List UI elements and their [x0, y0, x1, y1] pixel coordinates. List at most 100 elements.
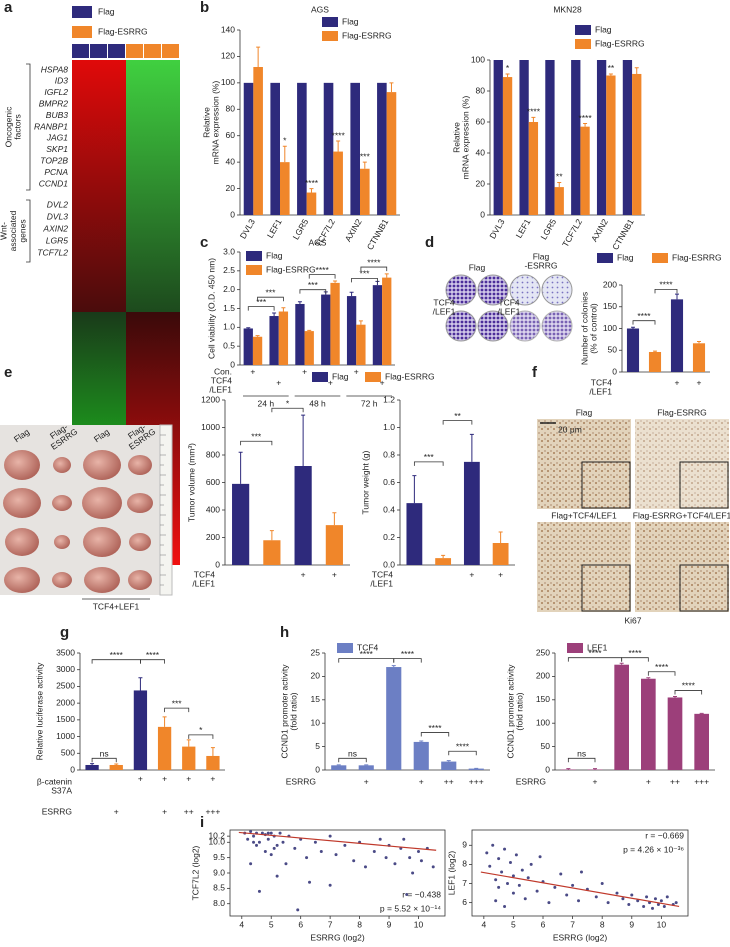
x-tick-label: CTNNB1 [365, 217, 391, 252]
bracket [567, 757, 596, 763]
y-tick-label: 8.0 [213, 898, 225, 908]
bracket [308, 274, 336, 279]
x-row-mark: + [364, 776, 369, 786]
gene-label: SKP1 [46, 144, 68, 154]
bar [528, 122, 539, 215]
y-tick-label: 0 [215, 559, 220, 569]
x-row-mark: + [138, 773, 143, 783]
point [514, 853, 518, 857]
y-axis-label: RelativemRNA expression (%) [202, 81, 221, 165]
point [503, 847, 507, 851]
point [553, 885, 557, 889]
tumor [128, 455, 152, 475]
x-tick-label: AXIN2 [589, 217, 610, 244]
panel-label: f [532, 364, 538, 381]
bar [519, 60, 529, 215]
error-bar [333, 280, 338, 283]
error-bar [309, 188, 314, 193]
bar [350, 82, 360, 215]
y-tick-label: 0 [230, 359, 235, 369]
error-bar [653, 350, 657, 352]
point [500, 870, 504, 874]
point [405, 893, 409, 896]
y-tick-label: 200 [603, 279, 617, 289]
legend-swatch [575, 25, 591, 35]
bracket-label: **** [682, 681, 696, 691]
bracket [91, 757, 117, 763]
bar [641, 678, 656, 770]
point [662, 904, 666, 908]
y-tick-label: 0.2 [383, 532, 395, 542]
significance: **** [578, 113, 592, 123]
tumor [84, 567, 120, 593]
bar [333, 151, 343, 215]
bar [294, 466, 312, 565]
bracket [360, 266, 388, 272]
significance: * [283, 136, 287, 146]
y-tick-label: 1500 [56, 714, 75, 724]
point [278, 831, 282, 835]
point [547, 901, 551, 905]
point [308, 880, 312, 884]
tumor [129, 533, 151, 551]
bar [306, 192, 317, 215]
bar [382, 277, 392, 365]
tumor [127, 493, 153, 513]
column-bar [144, 44, 161, 58]
error-bar [114, 763, 119, 765]
bar [614, 664, 629, 770]
point [431, 865, 435, 869]
gene-label: DVL2 [47, 199, 69, 209]
point [249, 862, 253, 866]
point [526, 876, 530, 880]
error-bar [90, 763, 95, 765]
y-tick-label: 3500 [56, 647, 75, 657]
y-axis-label: Tumor weight (g) [360, 450, 370, 514]
bar [372, 285, 383, 365]
error-bar [162, 716, 167, 727]
x-row-mark: + [210, 773, 215, 783]
x-tick-label: 10 [414, 919, 424, 929]
bracket [91, 659, 141, 664]
point [328, 834, 332, 838]
y-tick-label: 8 [462, 859, 467, 869]
error-bar [256, 46, 261, 67]
bracket-label: **** [401, 649, 415, 659]
bar [270, 82, 280, 215]
y-tick-label: 500 [61, 748, 75, 758]
bracket-label: ns [577, 749, 586, 759]
x-row-mark: +++ [694, 776, 709, 786]
colony-well [477, 310, 509, 342]
row-label: TCF4/LEF1 [498, 298, 521, 317]
bracket [188, 734, 214, 739]
bar [323, 82, 334, 215]
tumor [53, 457, 71, 473]
point [559, 872, 563, 876]
significance: **** [527, 107, 541, 117]
x-row-mark: ++ [444, 776, 454, 786]
error-bar [557, 181, 562, 188]
point [538, 855, 542, 859]
gene-label: TOP2B [40, 155, 68, 165]
bar [206, 755, 220, 770]
bar [692, 343, 706, 372]
x-tick-label: 10 [657, 919, 667, 929]
legend-label: Flag [266, 250, 283, 260]
error-bar [238, 451, 243, 484]
point [494, 899, 498, 903]
gene-label: PCNA [44, 167, 68, 177]
bar [346, 296, 357, 365]
y-tick-label: 80 [226, 104, 236, 114]
y-tick-label: 150 [603, 301, 617, 311]
tumor [52, 495, 72, 511]
point [600, 882, 604, 886]
bar [297, 82, 307, 215]
bar [243, 82, 254, 215]
x-tick-label: LGR5 [538, 217, 558, 241]
y-tick-label: 0 [545, 764, 550, 774]
significance: ** [608, 63, 615, 73]
legend-swatch [322, 17, 338, 27]
legend-label: LEF1 [587, 642, 608, 652]
y-tick-label: 0.6 [383, 477, 395, 487]
